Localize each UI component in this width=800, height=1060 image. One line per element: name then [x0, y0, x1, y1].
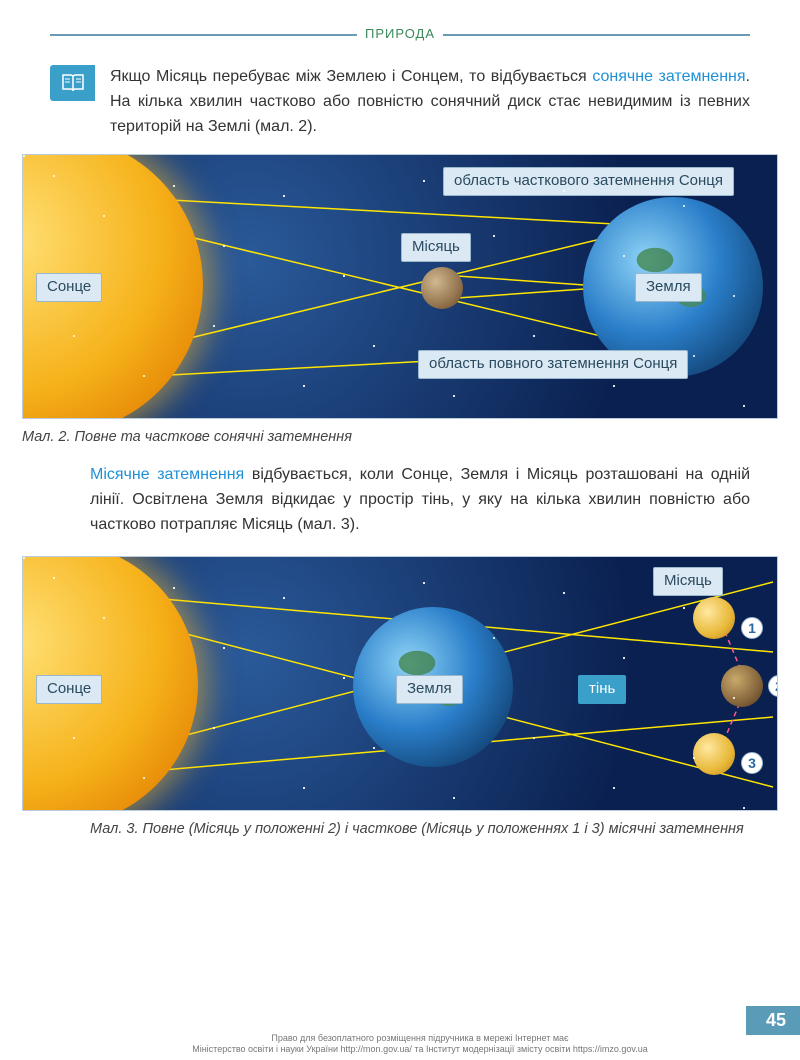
term-solar-eclipse: сонячне затемнення — [592, 68, 745, 85]
fig2-label-sun: Сонце — [36, 273, 102, 302]
page-number: 45 — [746, 1006, 800, 1035]
fig2-label-earth: Земля — [635, 273, 702, 302]
paragraph-lunar: Місячне затемнення відбувається, коли Со… — [90, 463, 750, 537]
fig3-caption-num: Мал. 3. — [90, 821, 138, 837]
intro-pre: Якщо Місяць перебуває між Землею і Сонце… — [110, 68, 592, 85]
fig3-badge-1: 1 — [741, 617, 763, 639]
fig3-label-moon: Місяць — [653, 567, 723, 596]
fig2-label-moon: Місяць — [401, 233, 471, 262]
fig3-moon-3 — [693, 733, 735, 775]
fig3-moon-2 — [721, 665, 763, 707]
fig3-label-sun: Сонце — [36, 675, 102, 704]
figure-2-caption: Мал. 2. Повне та часткове сонячні затемн… — [22, 429, 750, 445]
figure-3-caption: Мал. 3. Повне (Місяць у положенні 2) і ч… — [90, 821, 750, 837]
intro-block: Якщо Місяць перебуває між Землею і Сонце… — [0, 65, 800, 139]
fig2-label-total: область повного затемнення Сонця — [418, 350, 688, 379]
fig2-caption-num: Мал. 2. — [22, 429, 70, 445]
book-icon — [50, 65, 95, 101]
footer-line2: Міністерство освіти і науки України http… — [80, 1044, 760, 1056]
intro-text: Якщо Місяць перебуває між Землею і Сонце… — [110, 65, 750, 139]
figure-3-diagram: 1 2 3 Сонце Земля тінь Місяць — [22, 556, 778, 811]
fig3-moon-1 — [693, 597, 735, 639]
figure-2-diagram: область часткового затемнення Сонця Міся… — [22, 154, 778, 419]
fig3-badge-3: 3 — [741, 752, 763, 774]
fig2-label-partial: область часткового затемнення Сонця — [443, 167, 734, 196]
fig3-label-earth: Земля — [396, 675, 463, 704]
footer-text: Право для безоплатного розміщення підруч… — [80, 1033, 760, 1056]
fig3-label-shadow: тінь — [578, 675, 626, 704]
term-lunar-eclipse: Місячне затемнення — [90, 466, 244, 483]
fig3-caption-text: Повне (Місяць у положенні 2) і часткове … — [138, 821, 743, 837]
section-header: ПРИРОДА — [50, 20, 750, 50]
footer-line1: Право для безоплатного розміщення підруч… — [80, 1033, 760, 1045]
section-label: ПРИРОДА — [357, 26, 443, 41]
fig2-caption-text: Повне та часткове сонячні затемнення — [70, 429, 351, 445]
